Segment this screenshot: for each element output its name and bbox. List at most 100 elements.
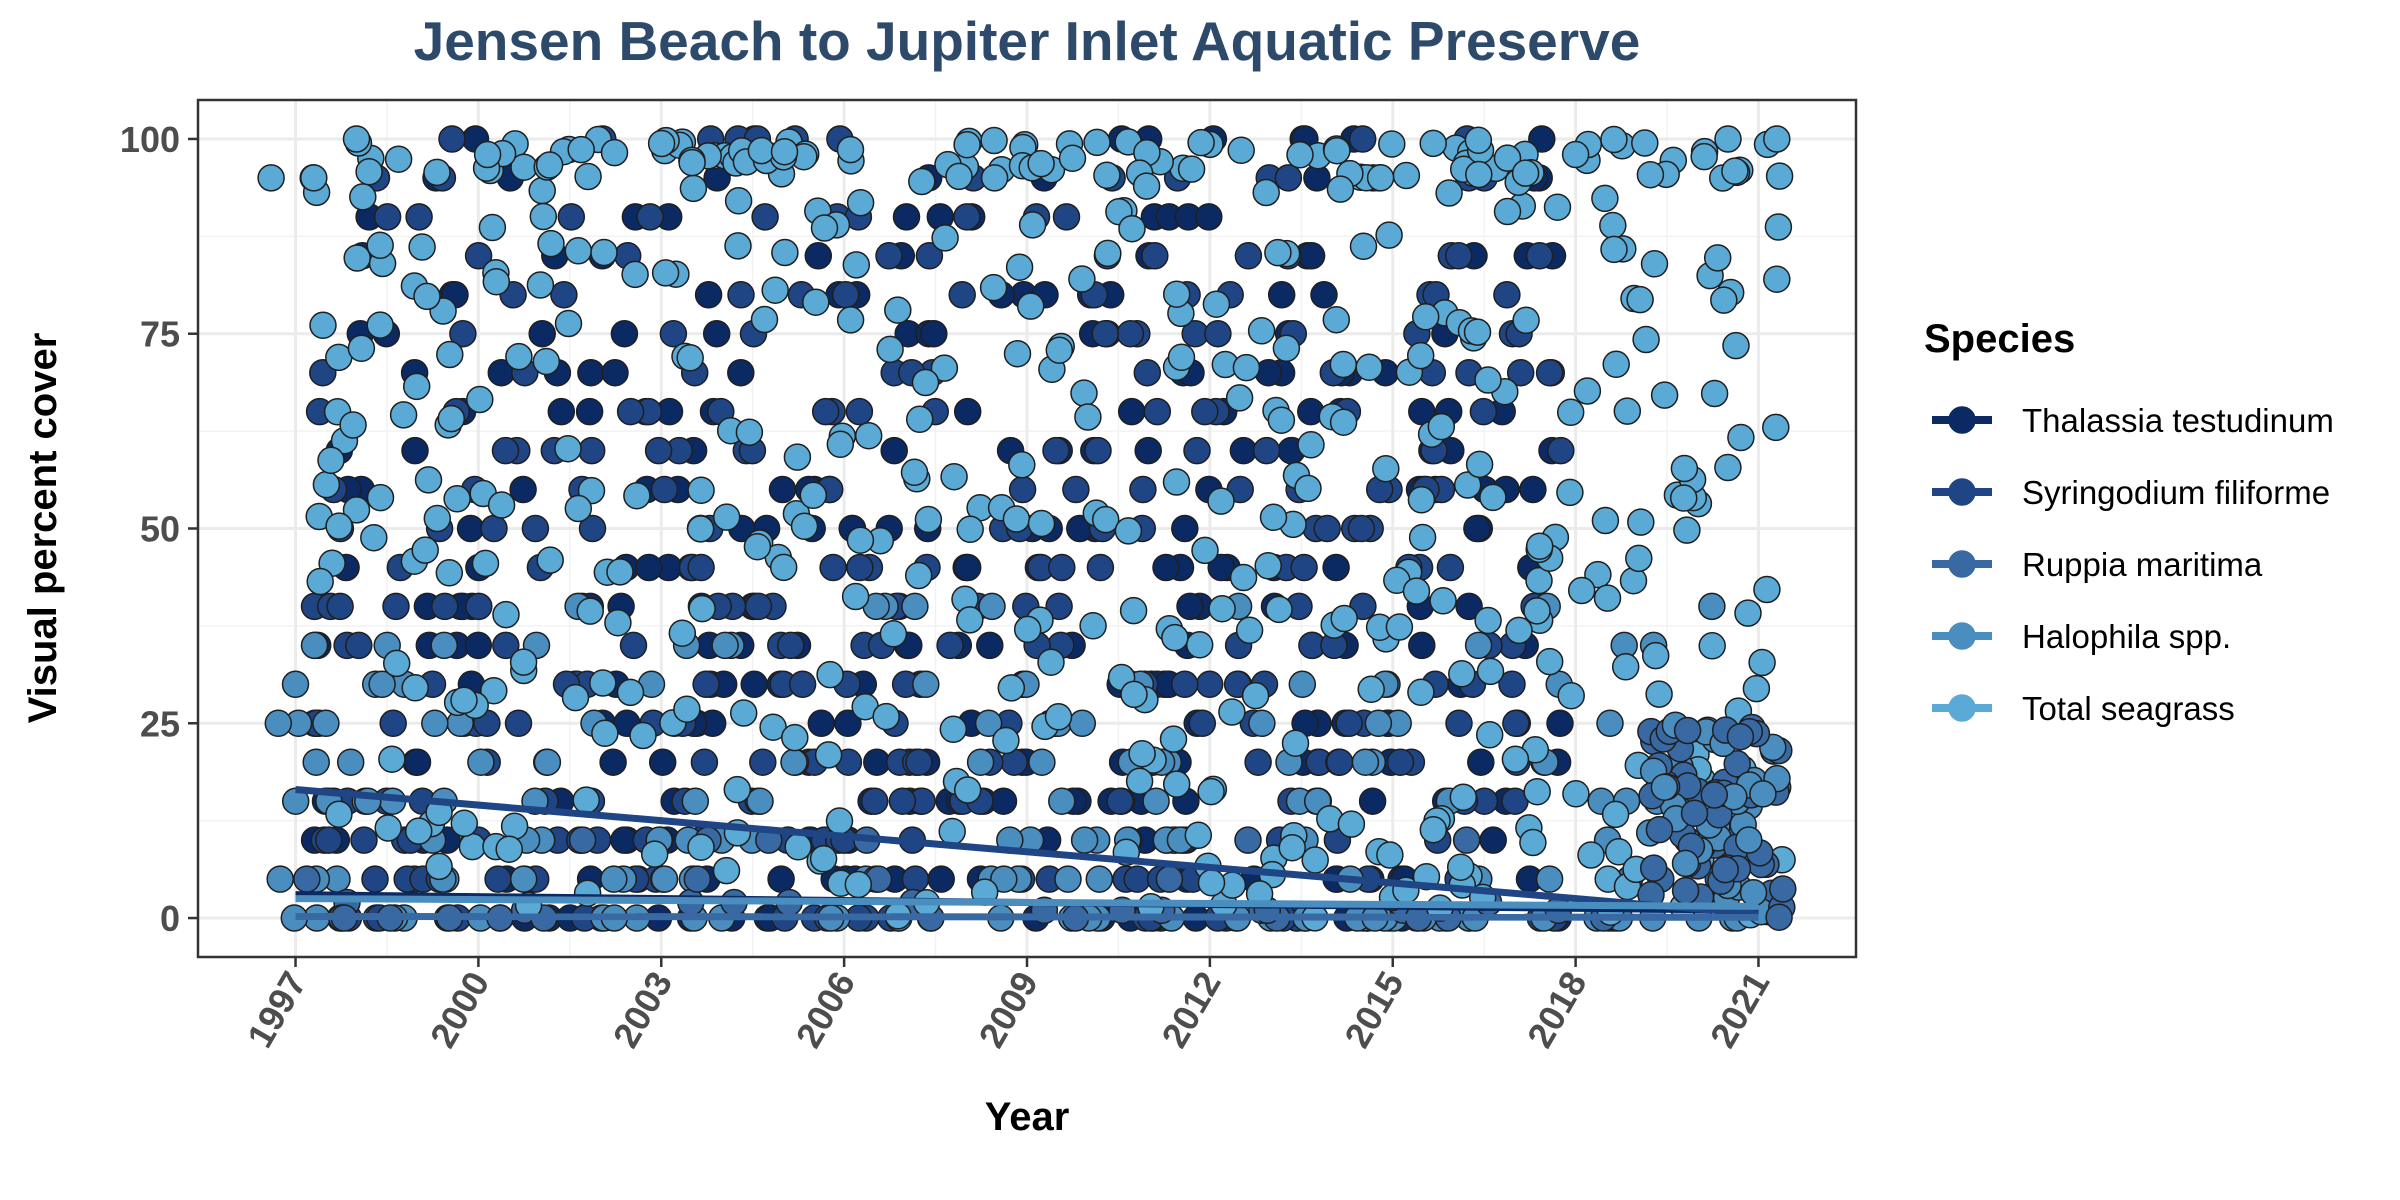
point	[266, 865, 294, 893]
point	[750, 305, 779, 334]
point	[1244, 748, 1272, 776]
point	[860, 787, 889, 815]
point	[1070, 826, 1099, 854]
point	[723, 775, 752, 804]
point	[788, 670, 817, 699]
point	[528, 319, 556, 348]
point	[1018, 211, 1047, 239]
point	[403, 748, 432, 776]
point	[807, 709, 836, 738]
point	[1501, 745, 1530, 773]
point	[349, 183, 377, 211]
point	[936, 631, 964, 660]
point	[1197, 868, 1226, 897]
point	[601, 358, 629, 387]
point	[1301, 846, 1329, 874]
point	[401, 674, 429, 702]
point	[1601, 800, 1630, 829]
point	[676, 344, 704, 372]
point	[1493, 281, 1521, 309]
point	[876, 335, 904, 364]
point	[908, 167, 936, 196]
point	[1337, 810, 1366, 838]
point	[1467, 748, 1495, 776]
point	[401, 436, 429, 465]
point	[1506, 358, 1535, 387]
point	[1013, 615, 1042, 644]
point	[423, 158, 451, 187]
point	[1525, 566, 1553, 595]
point	[1297, 242, 1326, 270]
point	[956, 515, 984, 544]
point	[1512, 306, 1540, 335]
point	[1028, 748, 1056, 776]
point	[438, 125, 466, 153]
point	[768, 475, 797, 504]
point	[683, 865, 712, 893]
point	[1037, 648, 1065, 676]
point	[1027, 509, 1056, 538]
point	[1604, 838, 1633, 866]
point	[1596, 709, 1624, 738]
point	[361, 865, 389, 893]
point	[509, 865, 538, 893]
point	[711, 631, 739, 660]
point	[1378, 130, 1406, 158]
point	[1749, 780, 1777, 808]
point	[1479, 826, 1507, 854]
point	[1195, 670, 1224, 699]
point	[1446, 853, 1475, 881]
point	[478, 213, 507, 242]
y-tick-label: 100	[120, 119, 180, 160]
point	[770, 137, 799, 166]
legend-title: Species	[1924, 317, 2075, 361]
point	[264, 709, 293, 738]
point	[535, 151, 564, 179]
point	[465, 592, 493, 621]
point	[1669, 484, 1698, 512]
point	[509, 648, 538, 676]
point	[1547, 436, 1575, 465]
point	[1419, 815, 1448, 844]
point	[690, 748, 719, 776]
y-tick-label: 0	[160, 898, 180, 939]
point	[1002, 505, 1031, 533]
point	[532, 347, 561, 376]
point	[491, 436, 520, 465]
point	[816, 660, 844, 689]
point	[1769, 875, 1797, 903]
point	[1406, 341, 1435, 370]
x-tick-label: 2021	[1702, 965, 1778, 1055]
point	[1044, 703, 1073, 731]
point	[554, 434, 582, 463]
point	[312, 470, 341, 499]
point	[1366, 164, 1395, 192]
point	[945, 162, 973, 191]
point	[1083, 128, 1111, 157]
point	[1591, 506, 1620, 535]
legend: Species Thalassia testudinum Syringodium …	[1924, 317, 2334, 727]
point	[802, 288, 830, 316]
point	[1435, 179, 1463, 207]
point	[783, 443, 812, 471]
point	[464, 631, 493, 660]
point	[466, 385, 494, 414]
point	[1054, 865, 1082, 893]
point	[727, 358, 755, 387]
point	[1085, 865, 1114, 893]
point	[567, 135, 595, 164]
point	[1348, 125, 1377, 153]
point	[659, 319, 688, 348]
point	[1762, 413, 1790, 442]
point	[1698, 632, 1726, 660]
point	[1525, 532, 1554, 560]
point	[1535, 647, 1564, 676]
point	[1469, 397, 1498, 426]
point	[826, 430, 855, 459]
point	[504, 709, 533, 738]
point	[1188, 709, 1217, 738]
point	[382, 649, 411, 678]
point	[456, 514, 485, 543]
x-axis: 1997 2000 2003 2006 2009 2012 2015 2018 2021	[239, 957, 1777, 1054]
point	[373, 203, 402, 231]
